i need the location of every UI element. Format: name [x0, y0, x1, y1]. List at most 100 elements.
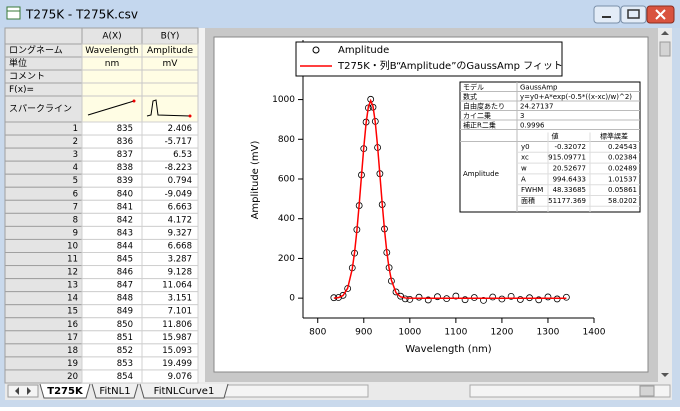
- column-header-label: B(Y): [161, 32, 180, 42]
- row-number: 2: [73, 137, 78, 147]
- tab-nav-arrows: [15, 387, 31, 395]
- row-header[interactable]: [4, 186, 83, 201]
- data-cell[interactable]: [81, 278, 143, 293]
- data-cell-text: 2.406: [168, 124, 192, 134]
- data-point: [434, 293, 441, 301]
- x-tick-label: 1000: [398, 328, 421, 338]
- x-axis-title: Wavelength (nm): [405, 344, 491, 355]
- data-cell[interactable]: [81, 356, 143, 371]
- row-number: 9: [73, 228, 78, 238]
- sheet-tab[interactable]: [39, 383, 91, 399]
- data-cell[interactable]: [81, 369, 143, 384]
- table-label: モデル: [463, 82, 484, 91]
- row-number: 16: [67, 320, 78, 330]
- data-cell[interactable]: [81, 173, 143, 188]
- data-cell[interactable]: [81, 186, 143, 201]
- label-cell-text: Wavelength: [85, 46, 138, 56]
- data-cell[interactable]: [81, 304, 143, 319]
- legend-symbol: [312, 46, 320, 54]
- scroll-thumb[interactable]: [659, 41, 671, 57]
- label-cell-text: nm: [105, 59, 119, 69]
- row-header[interactable]: [4, 199, 83, 214]
- data-cell[interactable]: [81, 160, 143, 175]
- corner-cell: [4, 27, 83, 45]
- label-row-name: F(x)=: [9, 85, 34, 95]
- param-name: y0: [521, 143, 530, 151]
- data-cell[interactable]: [81, 265, 143, 280]
- data-cell-text: 850: [117, 320, 133, 330]
- data-cell-text: 846: [117, 268, 133, 278]
- tab-nav[interactable]: [7, 384, 39, 398]
- data-cell-text: 11.064: [162, 281, 192, 291]
- data-cell[interactable]: [141, 369, 199, 384]
- row-header[interactable]: [4, 134, 83, 149]
- table-label: 補正R二乗: [463, 120, 496, 129]
- data-point: [406, 295, 414, 303]
- data-cell[interactable]: [81, 225, 143, 240]
- row-number: 7: [73, 202, 78, 212]
- label-cell: [141, 95, 199, 123]
- param-error: 0.02489: [608, 165, 637, 173]
- row-header[interactable]: [4, 225, 83, 240]
- close-icon: [655, 9, 666, 20]
- param-group: Amplitude: [463, 170, 499, 178]
- table-value: 3: [520, 112, 524, 120]
- label-row-name: スパークライン: [9, 104, 72, 115]
- param-name: w: [521, 165, 527, 173]
- window-title: T275K - T275K.csv: [25, 8, 138, 22]
- row-number: 14: [67, 294, 78, 304]
- legend-box: [295, 41, 563, 77]
- data-point: [339, 291, 347, 299]
- label-row-header: [4, 95, 83, 123]
- data-cell[interactable]: [81, 199, 143, 214]
- data-cell[interactable]: [81, 252, 143, 267]
- data-cell-text: 847: [117, 281, 133, 291]
- data-cell[interactable]: [81, 212, 143, 227]
- param-header: 値: [552, 132, 559, 141]
- row-header[interactable]: [4, 212, 83, 227]
- row-header[interactable]: [4, 173, 83, 188]
- sparkline-end: [132, 99, 136, 103]
- sheet-tab[interactable]: [139, 383, 229, 399]
- horizontal-scrollbar[interactable]: [469, 384, 671, 398]
- data-cell-text: -5.717: [165, 137, 192, 147]
- data-cell[interactable]: [81, 238, 143, 253]
- hscroll-thumb[interactable]: [639, 385, 655, 397]
- row-header[interactable]: [4, 121, 83, 136]
- table-value: y=y0+A*exp(-0.5*((x-xc)/w)^2): [520, 93, 632, 101]
- row-number: 13: [67, 281, 78, 291]
- data-cell-text: 3.287: [168, 255, 192, 265]
- data-cell-text: 836: [117, 137, 133, 147]
- data-cell[interactable]: [81, 317, 143, 332]
- data-point: [507, 292, 515, 300]
- data-cell[interactable]: [81, 134, 143, 149]
- y-tick-label: 1000: [272, 95, 295, 105]
- data-cell[interactable]: [81, 291, 143, 306]
- row-number: 15: [67, 307, 78, 317]
- minimize-button[interactable]: [593, 5, 621, 24]
- data-cell[interactable]: [81, 343, 143, 358]
- scroll-up[interactable]: [661, 31, 669, 35]
- row-header[interactable]: [4, 160, 83, 175]
- data-cell-text: 11.806: [162, 320, 192, 330]
- x-tick-label: 1400: [583, 328, 606, 338]
- data-cell-text: 6.53: [173, 150, 192, 160]
- data-cell-text: 6.663: [168, 202, 192, 212]
- vertical-scrollbar[interactable]: [658, 28, 672, 382]
- data-cell-text: 839: [117, 176, 133, 186]
- data-cell[interactable]: [81, 121, 143, 136]
- y-axis-title: Amplitude (mV): [250, 140, 261, 219]
- row-number: 17: [67, 333, 78, 343]
- row-number: 3: [73, 150, 78, 160]
- maximize-button[interactable]: [620, 5, 647, 24]
- label-cell: [141, 82, 199, 97]
- x-tick-label: 1200: [490, 328, 513, 338]
- data-point: [489, 293, 497, 301]
- row-header[interactable]: [4, 147, 83, 162]
- sheet-tab[interactable]: [91, 383, 139, 399]
- data-cell[interactable]: [81, 147, 143, 162]
- param-name: A: [521, 175, 526, 183]
- scroll-down[interactable]: [661, 373, 669, 377]
- data-cell[interactable]: [81, 330, 143, 345]
- data-cell-text: 845: [117, 255, 133, 265]
